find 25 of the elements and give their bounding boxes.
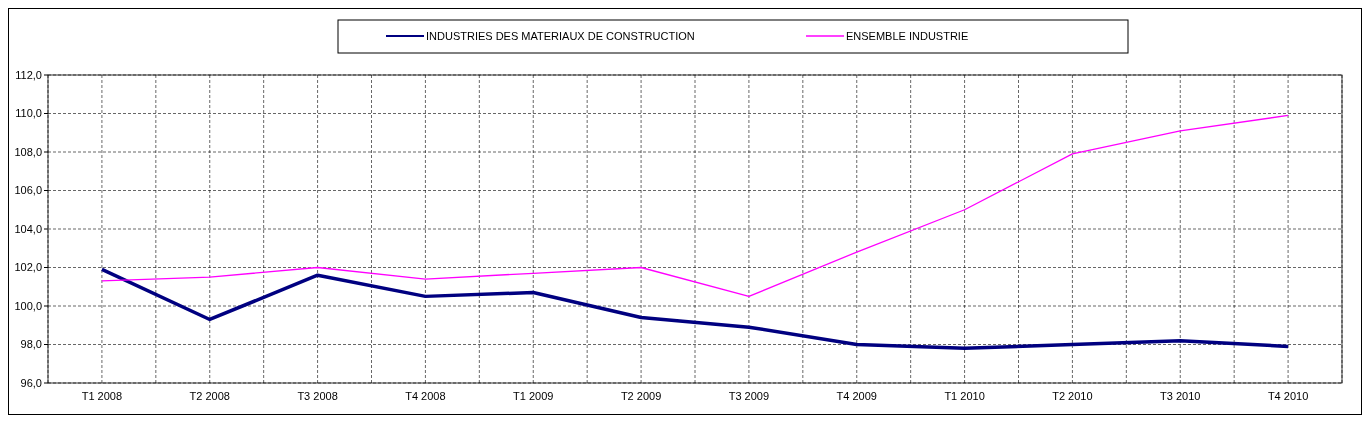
y-tick-label: 100,0	[14, 299, 42, 312]
y-tick-label: 106,0	[14, 184, 42, 197]
y-tick-label: 104,0	[14, 222, 42, 235]
y-tick-label: 96,0	[20, 376, 42, 389]
y-tick-label: 108,0	[14, 145, 42, 158]
line-series	[101, 114, 1289, 298]
x-tick-label: T3 2010	[1160, 390, 1201, 402]
legend-label: ENSEMBLE INDUSTRIE	[846, 29, 969, 42]
y-tick-label: 110,0	[15, 107, 42, 120]
line-series	[100, 267, 1290, 351]
x-tick-label: T2 2009	[620, 390, 662, 402]
y-tick-label: 102,0	[14, 261, 42, 274]
x-tick-label: T3 2008	[297, 390, 338, 402]
x-tick-label: T3 2009	[728, 390, 770, 402]
x-tick-label: T1 2009	[513, 390, 554, 402]
x-tick-label: T4 2008	[405, 390, 446, 402]
x-tick-label: T1 2008	[81, 390, 123, 402]
x-tick-label: T2 2008	[189, 390, 230, 402]
y-tick-label: 112,0	[15, 68, 42, 81]
x-tick-label: T2 2010	[1052, 390, 1093, 402]
x-tick-label: T4 2010	[1267, 390, 1309, 402]
legend-label: INDUSTRIES DES MATERIAUX DE CONSTRUCTION	[426, 29, 695, 42]
y-tick-label: 98,0	[20, 338, 42, 351]
x-tick-label: T4 2009	[836, 390, 877, 402]
x-tick-label: T1 2010	[944, 390, 985, 402]
